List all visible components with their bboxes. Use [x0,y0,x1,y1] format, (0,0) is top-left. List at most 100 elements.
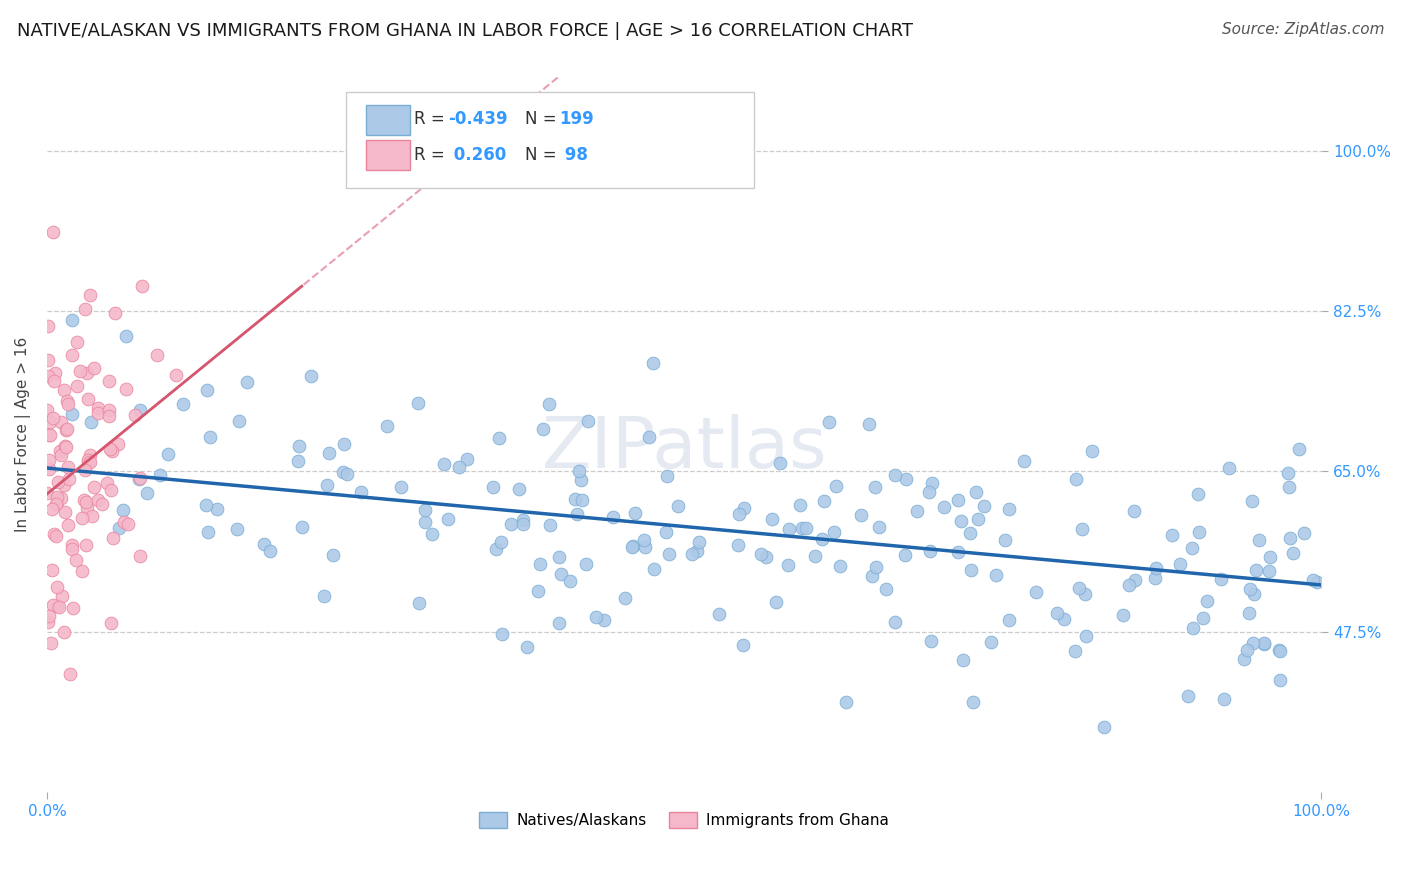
Point [564,491,586,506]
Point [135,485,157,500]
Point [46,490,69,504]
Point [41,501,63,516]
Point [44,366,66,380]
Point [72,493,94,508]
Point [59,667,82,681]
Point [1305,574,1327,589]
Point [129,402,152,417]
Point [128,472,150,486]
Point [1213,691,1236,706]
Point [131,278,153,293]
Point [1144,571,1167,585]
Point [658,547,681,561]
Point [613,591,636,605]
Point [46,494,69,508]
Point [124,408,146,422]
Point [408,596,430,610]
Point [1268,673,1291,687]
Point [527,584,550,599]
Point [1064,472,1087,486]
Point [100,483,122,497]
Point [905,504,928,518]
Y-axis label: In Labor Force | Age > 16: In Labor Force | Age > 16 [15,337,31,533]
Point [508,483,530,497]
Point [1070,522,1092,536]
Point [621,539,644,553]
Point [894,472,917,486]
Point [865,480,887,494]
Point [1111,607,1133,622]
Point [73,302,96,317]
Point [1073,587,1095,601]
Point [114,382,136,396]
Point [550,566,572,581]
Point [501,517,523,532]
Point [45,529,67,543]
Point [1236,643,1258,657]
Point [456,452,478,467]
Point [761,512,783,526]
Point [946,545,969,559]
Point [681,547,703,561]
Point [198,429,221,443]
Point [959,564,981,578]
Point [76,366,98,380]
Point [1187,487,1209,501]
Point [80,415,103,429]
Point [37,319,59,334]
Text: ZIPatlas: ZIPatlas [541,415,827,483]
Text: NATIVE/ALASKAN VS IMMIGRANTS FROM GHANA IN LABOR FORCE | AGE > 16 CORRELATION CH: NATIVE/ALASKAN VS IMMIGRANTS FROM GHANA … [17,22,912,40]
Point [146,348,169,362]
Point [810,532,832,546]
FancyBboxPatch shape [366,104,411,135]
Point [571,492,593,507]
Point [1270,644,1292,658]
Point [115,329,138,343]
Point [79,448,101,462]
Point [100,616,122,631]
Point [53,477,76,491]
Point [860,569,883,583]
Point [37,485,59,500]
Point [638,430,661,444]
Text: N =: N = [524,146,561,164]
Point [422,527,444,541]
Point [1211,572,1233,586]
Point [149,468,172,483]
Point [585,610,607,624]
Point [172,397,194,411]
Point [56,517,79,532]
Point [1014,454,1036,468]
Point [1282,546,1305,560]
Point [60,407,83,421]
Point [547,616,569,631]
Point [835,695,858,709]
Point [48,600,70,615]
Point [1053,612,1076,626]
Point [53,439,76,453]
Point [65,553,87,567]
Point [42,225,65,239]
Point [53,624,76,639]
Point [529,557,551,571]
Point [197,524,219,539]
Point [921,476,943,491]
Point [56,460,79,475]
Point [128,549,150,564]
Point [129,471,152,485]
Point [1239,582,1261,596]
Point [60,348,83,362]
Point [77,453,100,467]
Point [576,414,599,428]
Point [789,498,811,512]
Point [46,580,69,594]
Point [686,543,709,558]
Point [803,549,825,564]
Point [1188,524,1211,539]
Point [488,431,510,445]
Point [87,401,110,415]
Text: 98: 98 [560,146,588,164]
Point [228,414,250,428]
Point [485,541,508,556]
Point [98,374,121,388]
